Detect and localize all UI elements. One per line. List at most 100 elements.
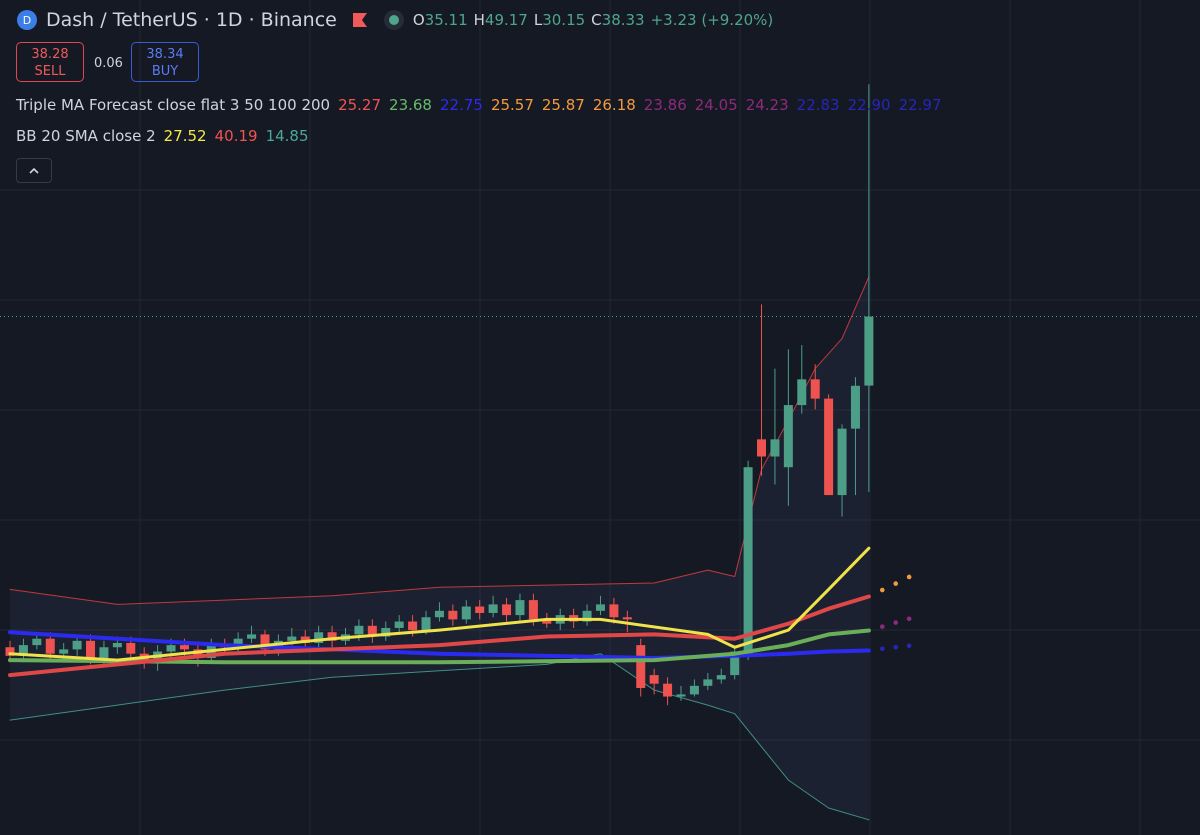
candle-body <box>18 645 28 656</box>
candle-body <box>461 606 471 620</box>
candle-body <box>515 600 525 616</box>
candle-body <box>32 638 42 646</box>
indicator-value: 14.85 <box>265 127 309 145</box>
candle-body <box>408 621 418 631</box>
buy-label: BUY <box>151 64 179 79</box>
indicator-value: 22.90 <box>847 96 891 114</box>
forecast-dot <box>880 587 885 593</box>
candle-body <box>300 636 310 643</box>
indicator-value: 27.52 <box>163 127 207 145</box>
forecast-dot <box>880 624 885 629</box>
ohlc-value: 38.33 <box>601 11 645 29</box>
candle-body <box>434 610 444 618</box>
candle-body <box>689 685 699 695</box>
candle-body <box>86 640 96 658</box>
indicator-name: Triple MA Forecast close flat 3 50 100 2… <box>16 96 331 114</box>
forecast-dot <box>880 646 885 652</box>
status-icon <box>383 10 404 30</box>
candle-body <box>582 610 592 622</box>
indicator-value: 22.83 <box>796 96 840 114</box>
candle-body <box>716 675 726 680</box>
forecast-dot <box>893 644 899 650</box>
buy-button[interactable]: 38.34 BUY <box>131 42 199 82</box>
candle-body <box>502 604 512 616</box>
indicator-value: 24.23 <box>745 96 789 114</box>
candle-body <box>797 379 807 406</box>
forecast-dot <box>893 620 899 625</box>
ohlc-key: C <box>591 11 602 29</box>
indicator-value: 22.97 <box>898 96 942 114</box>
spread: 0.06 <box>94 56 123 71</box>
coin-icon: D <box>17 10 37 30</box>
candle-body <box>421 617 431 631</box>
candle-body <box>824 398 834 496</box>
candle-body <box>743 467 753 655</box>
candle-body <box>850 385 860 429</box>
flag-icon[interactable] <box>351 11 371 29</box>
symbol[interactable]: Dash / TetherUS · 1D · Binance <box>46 9 337 31</box>
indicator-line <box>8 594 871 678</box>
indicator-legend[interactable]: BB 20 SMA close 2 27.52 40.19 14.85 <box>16 127 317 145</box>
forecast-dot <box>906 643 912 649</box>
candle-body <box>649 675 659 684</box>
indicator-value: 22.75 <box>439 96 483 114</box>
candle-body <box>179 645 189 650</box>
sell-price: 38.28 <box>31 47 69 62</box>
forecast-dot <box>906 574 912 580</box>
candle-body <box>730 651 740 676</box>
candle-body <box>59 649 69 654</box>
forecast-dot <box>893 581 899 586</box>
candle-body <box>622 617 632 620</box>
ohlc-values: O35.11 H49.17 L30.15 C38.33 +3.23 (+9.20%) <box>413 11 779 29</box>
candle-body <box>126 642 136 654</box>
indicator-name: BB 20 SMA close 2 <box>16 127 156 145</box>
sell-label: SELL <box>34 64 66 79</box>
candle-body <box>381 627 391 637</box>
chevron <box>29 167 39 174</box>
candle-body <box>757 439 767 457</box>
candle-body <box>367 625 377 637</box>
ohlc-item: L30.15 <box>534 11 585 29</box>
candle-body <box>595 604 605 611</box>
candle-body <box>703 679 713 686</box>
candle-body <box>475 606 485 613</box>
candle-body <box>448 610 458 620</box>
ohlc-key: H <box>473 11 485 29</box>
indicator-line <box>8 628 871 665</box>
candle-body <box>45 638 55 654</box>
candle-body <box>542 619 552 624</box>
collapse-button[interactable] <box>16 158 52 183</box>
ohlc-key: O <box>412 11 425 29</box>
candle-body <box>354 625 364 635</box>
candle-body <box>99 647 109 658</box>
candle-body <box>287 636 297 641</box>
candle-body <box>783 405 793 468</box>
candle-body <box>528 600 538 620</box>
sell-button[interactable]: 38.28 SELL <box>16 42 84 82</box>
ohlc-value: 49.17 <box>484 11 528 29</box>
candle-body <box>394 621 404 628</box>
candle-body <box>676 694 686 697</box>
buy-price: 38.34 <box>146 47 184 62</box>
svg-text:D: D <box>23 14 31 27</box>
indicator-value: 40.19 <box>214 127 258 145</box>
indicator-legend[interactable]: Triple MA Forecast close flat 3 50 100 2… <box>16 96 950 114</box>
indicator-value: 26.18 <box>592 96 636 114</box>
candle-body <box>72 640 82 650</box>
forecast-dot <box>906 616 912 622</box>
candle-body <box>247 634 257 639</box>
candle-body <box>609 604 619 618</box>
ohlc-item: O35.11 <box>413 11 468 29</box>
ohlc-key: L <box>533 11 543 29</box>
candle-body <box>770 439 780 457</box>
indicator-line <box>9 653 870 821</box>
candle-body <box>663 683 673 697</box>
candle-body <box>193 649 203 658</box>
ohlc-item: H49.17 <box>474 11 528 29</box>
indicator-value: 23.86 <box>643 96 687 114</box>
ohlc-value: 35.11 <box>424 11 468 29</box>
candle-body <box>314 632 324 643</box>
ohlc-item: C38.33 <box>591 11 644 29</box>
